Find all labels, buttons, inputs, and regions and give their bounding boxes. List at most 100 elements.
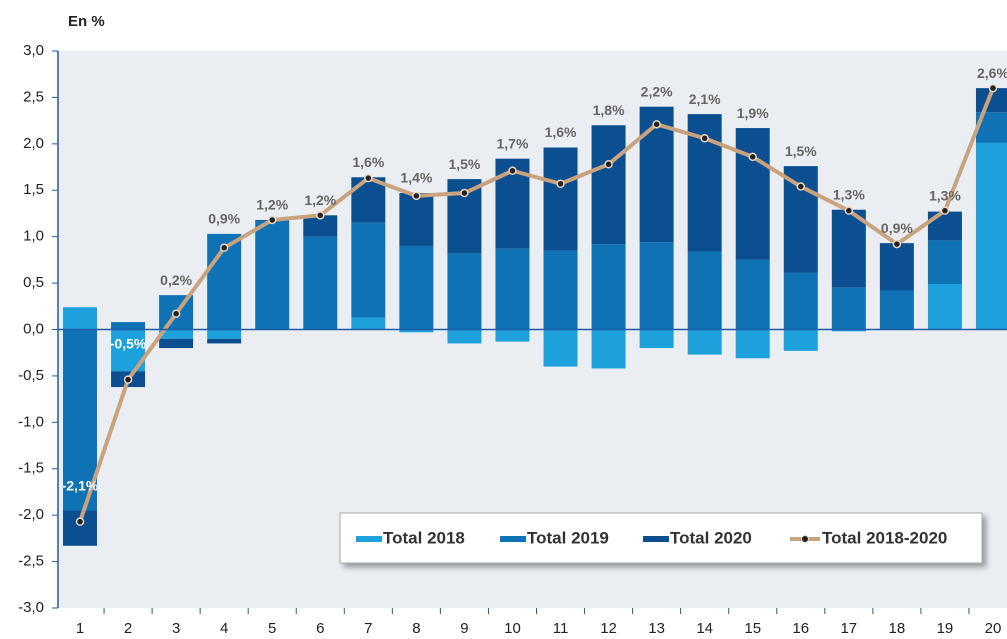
line-point	[940, 206, 950, 215]
y-tick-label: -1,5	[18, 460, 44, 477]
x-tick-label: 7	[364, 620, 372, 637]
value-label: -2,1%	[62, 477, 99, 493]
value-label: -0,5%	[110, 335, 147, 351]
value-label: 1,8%	[593, 102, 625, 118]
value-label: 2,2%	[641, 83, 673, 99]
bar	[543, 329, 578, 367]
value-label: 1,6%	[545, 124, 577, 140]
line-point	[652, 120, 661, 129]
x-tick-label: 12	[600, 620, 617, 637]
line-point	[364, 173, 373, 183]
bar	[687, 329, 722, 355]
bar	[447, 329, 482, 344]
y-tick-label: -2,0	[18, 506, 44, 523]
line-point	[748, 152, 757, 162]
x-tick-label: 11	[553, 620, 569, 637]
value-label: 1,4%	[400, 170, 432, 186]
value-label: 1,2%	[256, 197, 288, 213]
legend: Total 2018 Total 2019 Total 2020 Total 2018…	[339, 512, 983, 564]
value-label: 1,7%	[497, 135, 529, 151]
line-point	[219, 243, 229, 253]
value-label: 1,3%	[833, 186, 865, 202]
bar	[111, 322, 146, 330]
bar	[255, 220, 290, 330]
y-tick-label: 1,5	[23, 181, 44, 198]
bar	[399, 245, 434, 330]
bar	[975, 142, 1007, 330]
bar	[879, 243, 914, 291]
bar	[783, 272, 818, 330]
x-tick-label: 20	[985, 620, 1002, 637]
x-tick-label: 3	[172, 620, 180, 637]
line-point	[171, 309, 181, 318]
line	[78, 87, 995, 523]
line-point	[508, 166, 517, 176]
legend-swatch	[643, 536, 669, 542]
x-tick-label: 18	[889, 620, 906, 637]
legend-marker	[801, 535, 809, 543]
y-axis-label: En %	[68, 13, 105, 30]
legend-label: Total 2019	[527, 528, 609, 547]
x-tick-label: 1	[76, 620, 84, 637]
bar	[543, 250, 578, 330]
x-tick-label: 13	[648, 620, 665, 637]
bar	[303, 215, 338, 237]
x-tick-label: 19	[937, 620, 954, 637]
bar	[63, 307, 98, 330]
bar	[927, 240, 962, 285]
line-point	[844, 206, 854, 215]
y-tick-label: -0,5	[18, 367, 44, 384]
bar	[591, 244, 626, 330]
y-tick-label: 0,5	[23, 274, 44, 291]
bar	[735, 329, 770, 359]
legend-swatch	[356, 536, 382, 542]
legend-label: Total 2018-2020	[822, 528, 947, 547]
legend-swatch	[500, 536, 526, 542]
value-label: 1,5%	[448, 156, 480, 172]
bar	[735, 259, 770, 330]
bar	[543, 147, 578, 251]
line-point	[316, 211, 325, 220]
x-tick-label: 8	[412, 620, 420, 637]
bar	[495, 248, 530, 330]
value-label: 1,2%	[304, 192, 336, 208]
bar	[831, 209, 866, 288]
line-point	[460, 188, 469, 198]
line-point	[75, 517, 85, 526]
bar	[591, 329, 626, 369]
bar	[351, 222, 386, 318]
bar	[399, 193, 434, 246]
line-point	[123, 375, 133, 384]
x-tick-label: 10	[504, 620, 521, 637]
bar	[831, 287, 866, 330]
bar	[591, 125, 626, 245]
value-label: 0,9%	[881, 220, 913, 236]
value-label: 1,5%	[785, 143, 817, 159]
bar	[927, 211, 962, 241]
bar	[879, 290, 914, 330]
line-point	[892, 239, 902, 249]
bar	[927, 284, 962, 330]
y-tick-label: 1,0	[23, 228, 44, 245]
bar	[303, 236, 338, 330]
value-label: 1,6%	[352, 154, 384, 170]
bar	[351, 317, 386, 330]
y-tick-label: -1,0	[18, 413, 44, 430]
line-point	[700, 134, 709, 143]
x-tick-label: 17	[840, 620, 857, 637]
bar	[207, 329, 242, 339]
bar	[495, 329, 530, 342]
bar	[639, 329, 674, 349]
bar	[207, 338, 242, 344]
value-label: 2,1%	[689, 91, 721, 107]
bar	[783, 166, 818, 273]
legend-label: Total 2018	[383, 528, 465, 547]
bar	[447, 253, 482, 330]
y-tick-label: -3,0	[18, 599, 44, 616]
x-tick-label: 16	[792, 620, 809, 637]
x-tick-label: 15	[744, 620, 761, 637]
line-point	[604, 160, 613, 169]
line-point	[796, 182, 806, 191]
value-label: 0,9%	[208, 211, 240, 227]
